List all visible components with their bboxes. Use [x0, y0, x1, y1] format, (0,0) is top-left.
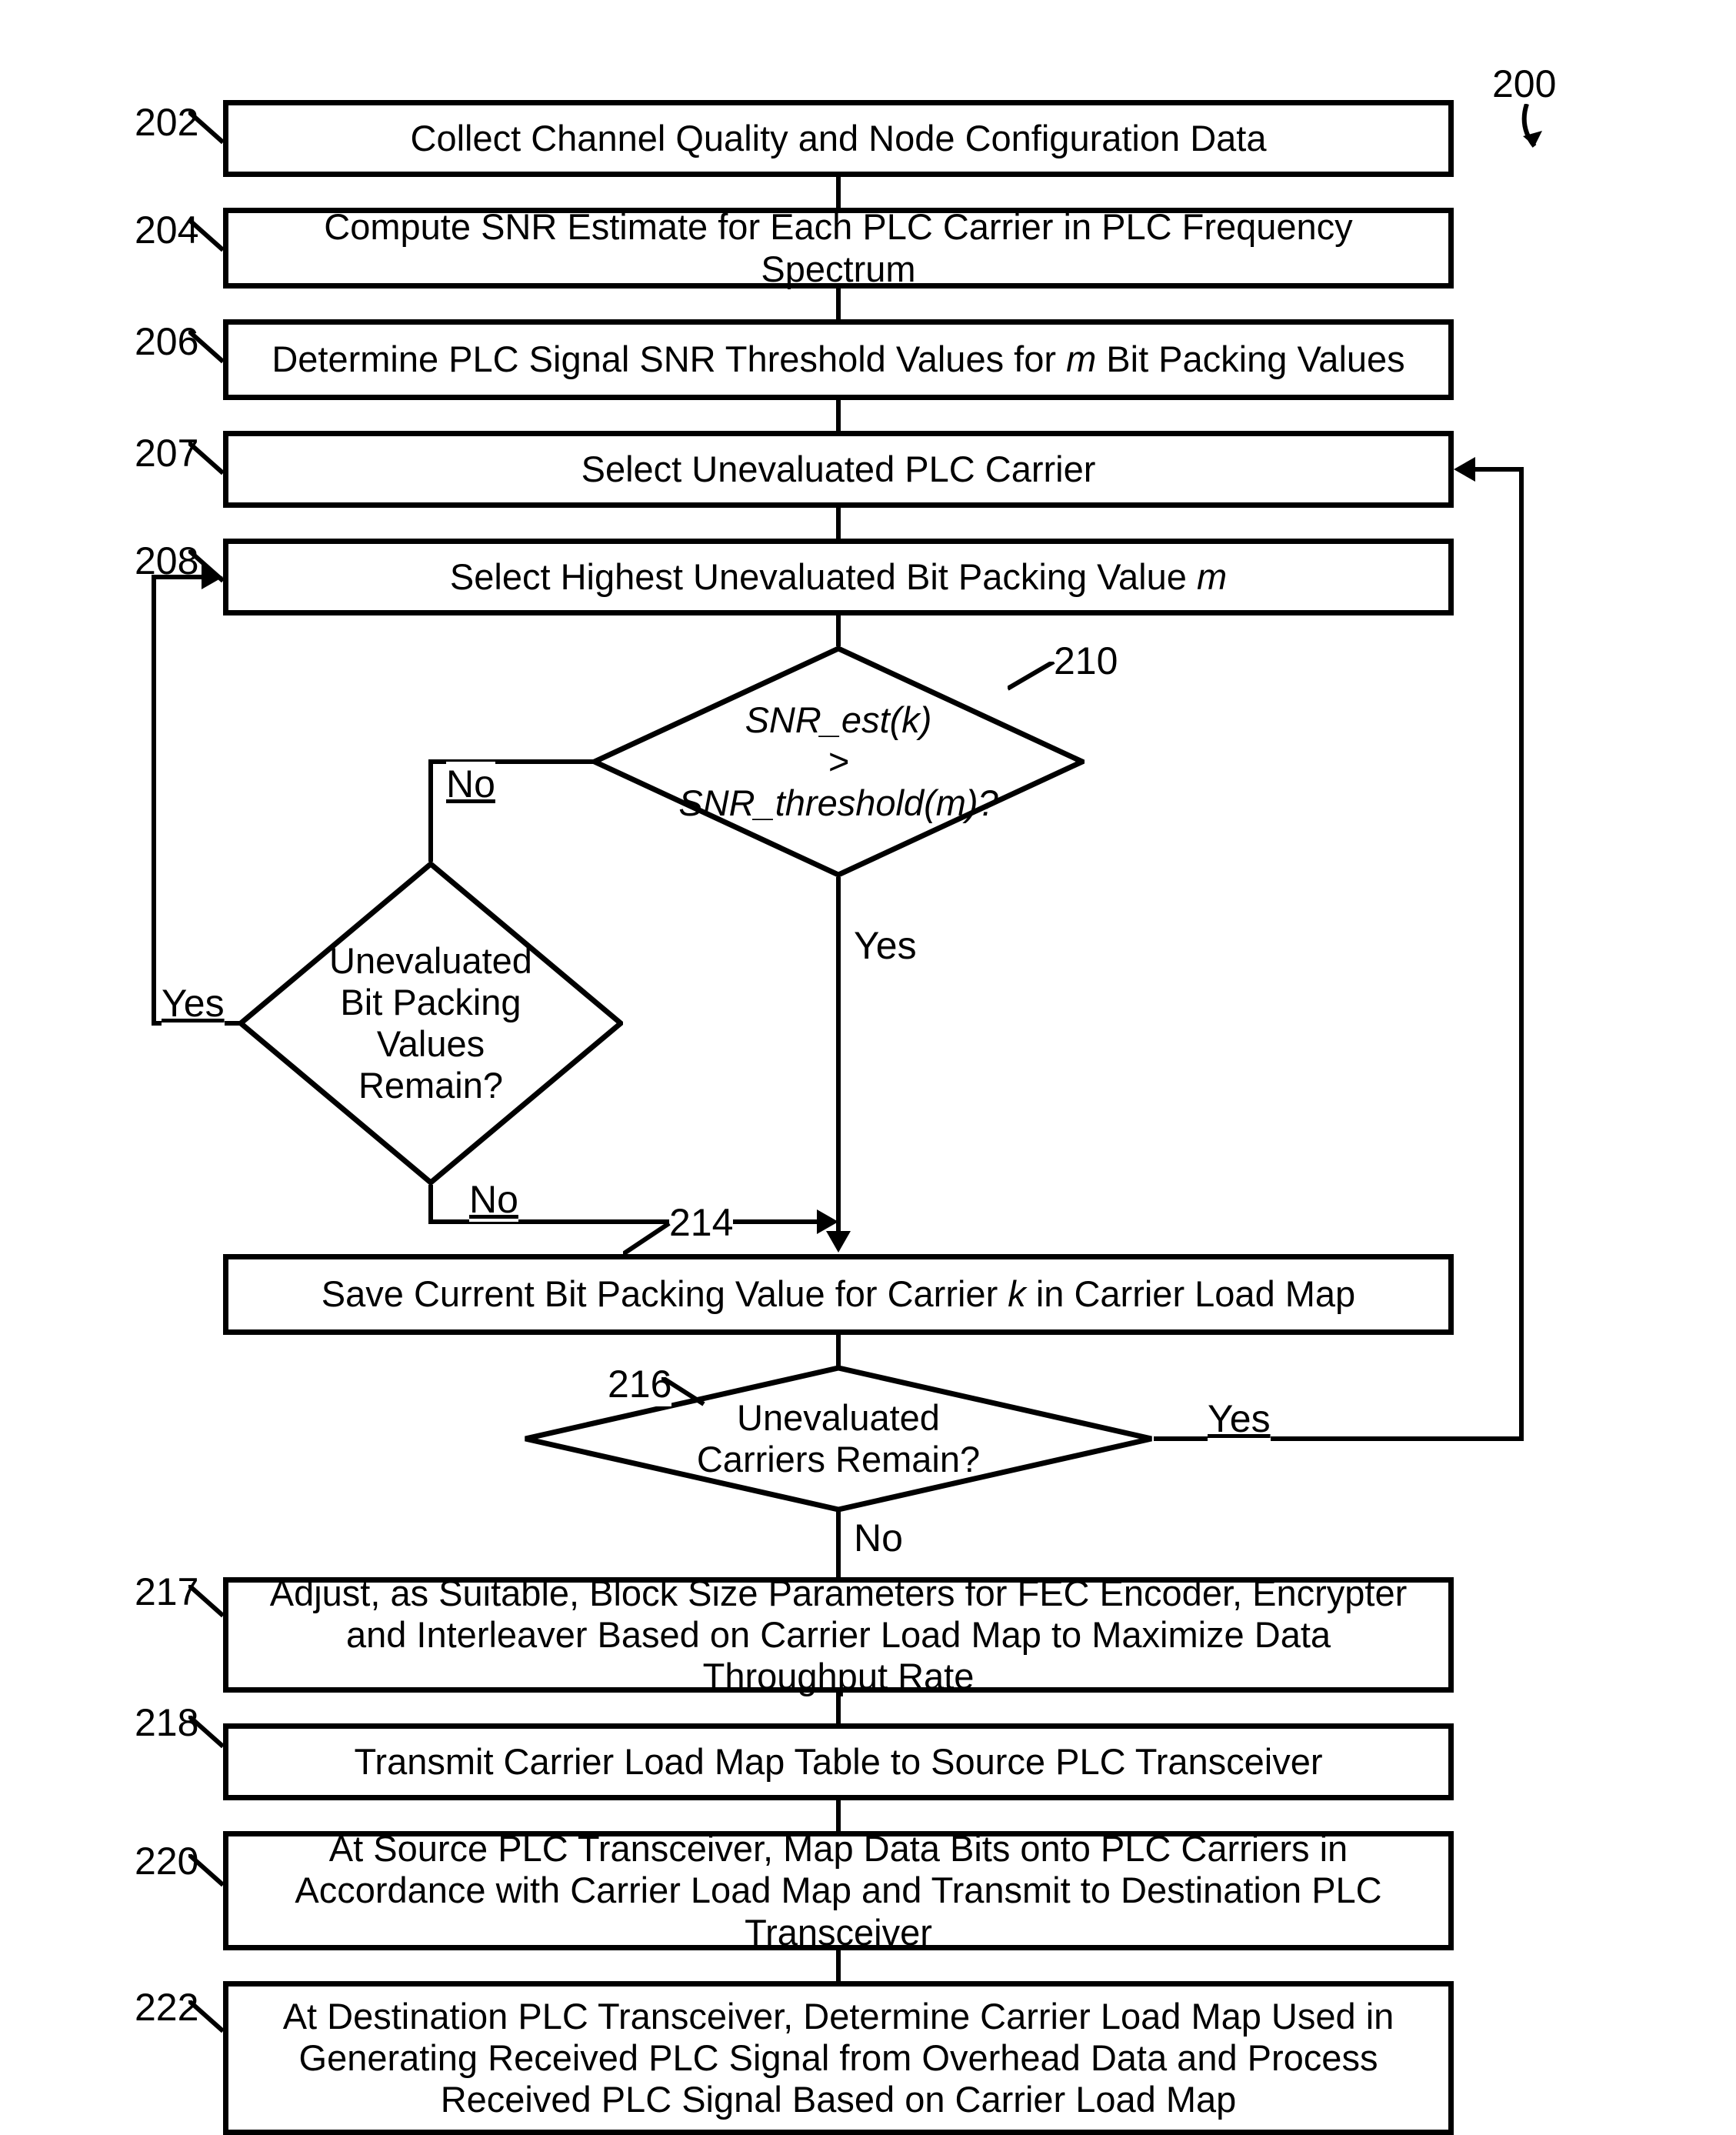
ref-202-tick	[188, 112, 227, 150]
decision-212: UnevaluatedBit PackingValuesRemain?	[238, 862, 623, 1185]
conn	[836, 877, 841, 1235]
ref-200-arrow	[1515, 104, 1561, 158]
node-208-text: Select Highest Unevaluated Bit Packing V…	[450, 556, 1227, 598]
ref-tick	[188, 442, 227, 481]
node-218-text: Transmit Carrier Load Map Table to Sourc…	[354, 1741, 1322, 1783]
decision-212-text: UnevaluatedBit PackingValuesRemain?	[238, 862, 623, 1185]
node-220: At Source PLC Transceiver, Map Data Bits…	[223, 1831, 1454, 1950]
ref-tick	[188, 219, 227, 258]
label-212-yes: Yes	[162, 981, 225, 1026]
conn	[836, 177, 841, 208]
conn	[836, 508, 841, 539]
conn	[836, 1693, 841, 1723]
node-207: Select Unevaluated PLC Carrier	[223, 431, 1454, 508]
node-204-text: Compute SNR Estimate for Each PLC Carrie…	[252, 206, 1425, 289]
ref-210: 210	[1054, 639, 1118, 683]
flowchart-canvas: 200 202 Collect Channel Quality and Node…	[0, 0, 1736, 2102]
conn	[836, 400, 841, 431]
node-214: Save Current Bit Packing Value for Carri…	[223, 1254, 1454, 1335]
node-214-text: Save Current Bit Packing Value for Carri…	[322, 1273, 1355, 1315]
conn	[1471, 467, 1524, 472]
arrowhead	[1454, 457, 1475, 482]
ref-tick	[623, 1223, 677, 1258]
conn	[836, 1512, 841, 1577]
node-208: Select Highest Unevaluated Bit Packing V…	[223, 539, 1454, 615]
conn	[836, 1335, 841, 1366]
ref-tick	[188, 2000, 227, 2039]
conn	[836, 1950, 841, 1981]
arrowhead	[202, 565, 223, 589]
conn	[836, 615, 841, 646]
ref-200: 200	[1492, 62, 1556, 106]
node-204: Compute SNR Estimate for Each PLC Carrie…	[223, 208, 1454, 289]
node-207-text: Select Unevaluated PLC Carrier	[581, 449, 1096, 490]
conn	[836, 1800, 841, 1831]
node-202: Collect Channel Quality and Node Configu…	[223, 100, 1454, 177]
conn	[152, 575, 205, 579]
ref-tick	[661, 1377, 708, 1408]
label-210-no: No	[446, 762, 495, 806]
ref-tick	[1008, 662, 1061, 692]
node-206: Determine PLC Signal SNR Threshold Value…	[223, 319, 1454, 400]
label-216-no: No	[854, 1516, 903, 1560]
arrowhead	[817, 1209, 838, 1234]
conn	[836, 289, 841, 319]
conn	[428, 1185, 433, 1223]
node-218: Transmit Carrier Load Map Table to Sourc…	[223, 1723, 1454, 1800]
arrowhead	[826, 1231, 851, 1253]
node-217: Adjust, as Suitable, Block Size Paramete…	[223, 1577, 1454, 1693]
node-202-text: Collect Channel Quality and Node Configu…	[411, 118, 1267, 159]
node-217-text: Adjust, as Suitable, Block Size Paramete…	[252, 1573, 1425, 1697]
node-206-text: Determine PLC Signal SNR Threshold Value…	[272, 339, 1404, 380]
ref-tick	[188, 1716, 227, 1754]
conn	[428, 759, 433, 862]
label-216-yes: Yes	[1208, 1396, 1271, 1441]
ref-tick	[188, 331, 227, 369]
ref-214: 214	[669, 1200, 733, 1245]
conn	[152, 575, 156, 1026]
conn	[1519, 467, 1524, 1441]
node-222: At Destination PLC Transceiver, Determin…	[223, 1981, 1454, 2135]
ref-tick	[188, 1854, 227, 1893]
label-212-no: No	[469, 1177, 518, 1222]
label-210-yes: Yes	[854, 923, 917, 968]
ref-tick	[188, 1585, 227, 1623]
node-220-text: At Source PLC Transceiver, Map Data Bits…	[252, 1828, 1425, 1953]
